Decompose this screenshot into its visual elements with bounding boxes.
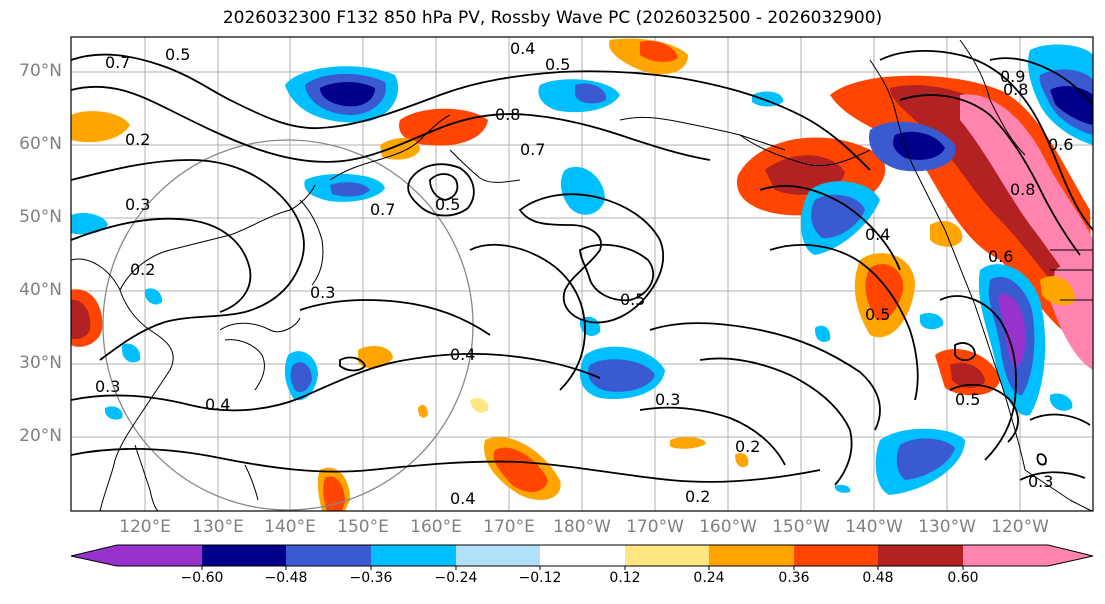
colorbar-max-extend <box>1048 545 1093 566</box>
map-area: 0.4 0.5 0.8 0.7 0.5 0.7 0.2 0.3 0.2 0.7 … <box>71 37 1093 511</box>
colorbar-tick-label: −0.48 <box>264 570 308 586</box>
contour-label: 0.8 <box>495 105 520 124</box>
contour-label: 0.2 <box>735 437 760 456</box>
contour-label: 0.4 <box>510 39 535 58</box>
lon-label: 170°W <box>626 517 684 537</box>
lon-label: 130°W <box>918 517 976 537</box>
colorbar-tick-label: 0.12 <box>609 570 641 586</box>
lon-label: 150°W <box>772 517 830 537</box>
contour-label: 0.3 <box>310 283 335 302</box>
lon-label: 170°E <box>483 517 535 537</box>
colorbar-tick-label: 0.48 <box>862 570 894 586</box>
contour-label: 0.7 <box>105 53 130 72</box>
lon-label: 150°E <box>337 517 389 537</box>
colorbar-min-extend <box>71 545 117 566</box>
contour-label: 0.5 <box>955 390 980 409</box>
contour-label: 0.4 <box>450 345 475 364</box>
map-frame <box>70 36 1094 512</box>
contour-label: 0.5 <box>865 305 890 324</box>
contour-label: 0.3 <box>125 195 150 214</box>
contour-label: 0.5 <box>435 195 460 214</box>
contour-label: 0.5 <box>545 55 570 74</box>
contour-label: 0.7 <box>520 140 545 159</box>
contour-label: 0.3 <box>1028 472 1053 491</box>
pv-contours <box>71 49 1093 486</box>
lat-label: 50°N <box>19 207 62 227</box>
contour-label: 0.3 <box>95 377 120 396</box>
lon-label: 140°W <box>845 517 903 537</box>
colorbar-tick-label: 0.36 <box>778 570 810 586</box>
contour-label: 0.2 <box>125 130 150 149</box>
contour-label: 0.7 <box>370 200 395 219</box>
contour-label: 0.6 <box>1048 135 1073 154</box>
lat-label: 70°N <box>19 61 62 81</box>
contour-label: 0.5 <box>620 290 645 309</box>
contour-label: 0.6 <box>988 247 1013 266</box>
contour-label: 0.4 <box>205 395 230 414</box>
colorbar-tick-label: −0.12 <box>518 570 562 586</box>
contour-labels: 0.4 0.5 0.8 0.7 0.5 0.7 0.2 0.3 0.2 0.7 … <box>95 39 1073 508</box>
contour-label: 0.2 <box>130 260 155 279</box>
colorbar-tick-label: −0.24 <box>434 570 478 586</box>
contour-label: 0.3 <box>655 390 680 409</box>
lat-label: 20°N <box>19 426 62 446</box>
colorbar-tick-label: −0.60 <box>180 570 224 586</box>
colorbar-tick-label: 0.60 <box>947 570 979 586</box>
contour-label: 0.4 <box>865 225 890 244</box>
negative-anomalies <box>71 44 1093 495</box>
lon-label: 130°E <box>192 517 244 537</box>
lat-label: 60°N <box>19 134 62 154</box>
contour-label: 0.8 <box>1003 80 1028 99</box>
lon-label: 180°W <box>553 517 611 537</box>
lat-label: 30°N <box>19 353 62 373</box>
lon-label: 160°W <box>699 517 757 537</box>
colorbar-tick-label: −0.36 <box>349 570 393 586</box>
lon-label: 140°E <box>264 517 316 537</box>
plot-title: 2026032300 F132 850 hPa PV, Rossby Wave … <box>222 8 883 28</box>
lon-label: 120°W <box>991 517 1049 537</box>
lon-label: 160°E <box>410 517 462 537</box>
contour-label: 0.2 <box>685 487 710 506</box>
colorbar-tick-label: 0.24 <box>693 570 725 586</box>
colorbar <box>70 544 1094 570</box>
lon-label: 120°E <box>119 517 171 537</box>
contour-label: 0.9 <box>1000 67 1025 86</box>
lat-label: 40°N <box>19 280 62 300</box>
contour-label: 0.8 <box>1010 180 1035 199</box>
contour-label: 0.4 <box>450 489 475 508</box>
contour-label: 0.5 <box>165 45 190 64</box>
